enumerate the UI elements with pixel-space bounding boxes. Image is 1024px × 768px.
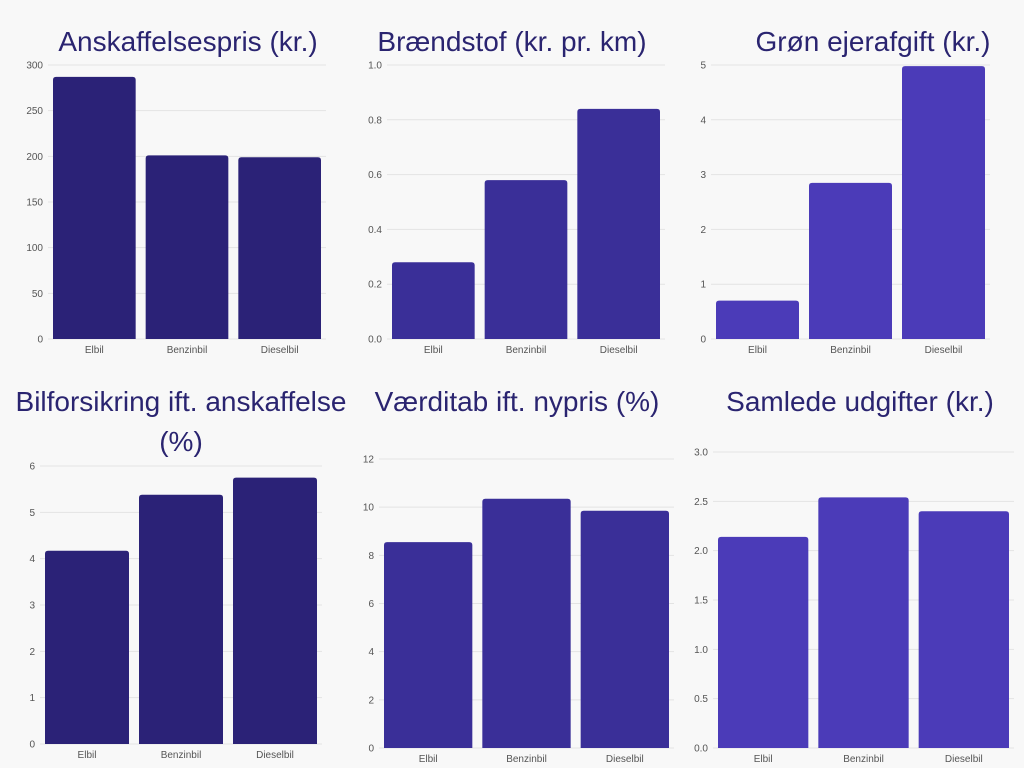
bar-dieselbil (580, 510, 669, 748)
y-tick-label: 6 (29, 462, 35, 473)
y-tick-label: 0 (37, 335, 43, 346)
bar-elbil (45, 550, 129, 744)
x-tick-label: Benzinbil (843, 754, 884, 765)
x-tick-label: Dieselbil (606, 754, 644, 765)
x-tick-label: Benzinbil (161, 750, 202, 761)
x-tick-label: Elbil (85, 345, 104, 356)
bar-dieselbil (577, 108, 660, 339)
y-tick-label: 0.5 (694, 694, 708, 705)
bar-dieselbil (233, 477, 317, 744)
y-tick-label: 1 (700, 280, 706, 291)
x-tick-label: Elbil (754, 754, 773, 765)
y-tick-label: 5 (700, 61, 706, 72)
x-tick-label: Dieselbil (261, 345, 299, 356)
bar-elbil (53, 76, 136, 339)
y-tick-label: 200 (26, 152, 43, 163)
y-tick-label: 1.0 (368, 61, 382, 72)
bar-elbil (718, 536, 809, 748)
bar-benzinbil (482, 498, 571, 748)
y-tick-label: 2 (700, 225, 706, 236)
x-tick-label: Dieselbil (256, 750, 294, 761)
y-tick-label: 10 (363, 503, 375, 514)
y-tick-label: 4 (29, 554, 35, 565)
x-tick-label: Elbil (424, 345, 443, 356)
y-tick-label: 0 (29, 740, 35, 751)
y-tick-label: 0.0 (368, 335, 382, 346)
y-tick-label: 2 (368, 695, 374, 706)
y-tick-label: 0.4 (368, 225, 382, 236)
x-tick-label: Benzinbil (506, 345, 547, 356)
y-tick-label: 100 (26, 243, 43, 254)
x-tick-label: Dieselbil (945, 754, 983, 765)
y-tick-label: 150 (26, 198, 43, 209)
y-tick-label: 4 (700, 115, 706, 126)
y-tick-label: 2.5 (694, 497, 708, 508)
chart-title-samlede-udgifter: Samlede udgifter (kr.) (726, 386, 994, 417)
bar-elbil (716, 300, 799, 339)
y-tick-label: 0.8 (368, 115, 382, 126)
x-tick-label: Benzinbil (167, 345, 208, 356)
chart-title-bilforsikring: Bilforsikring ift. anskaffelse (%) (15, 386, 347, 457)
x-tick-label: Elbil (748, 345, 767, 356)
x-tick-label: Dieselbil (600, 345, 638, 356)
y-tick-label: 4 (368, 647, 374, 658)
bar-benzinbil (818, 497, 909, 748)
y-tick-label: 1.5 (694, 596, 708, 607)
y-tick-label: 1 (29, 693, 35, 704)
x-tick-label: Benzinbil (506, 754, 547, 765)
y-tick-label: 3.0 (694, 448, 708, 459)
y-tick-label: 12 (363, 455, 375, 466)
x-tick-label: Elbil (78, 750, 97, 761)
y-tick-label: 0.2 (368, 280, 382, 291)
bar-dieselbil (238, 157, 321, 339)
y-tick-label: 5 (29, 508, 35, 519)
y-tick-label: 250 (26, 106, 43, 117)
y-tick-label: 3 (700, 170, 706, 181)
y-tick-label: 0 (700, 335, 706, 346)
x-tick-label: Benzinbil (830, 345, 871, 356)
y-tick-label: 2.0 (694, 546, 708, 557)
bar-benzinbil (145, 155, 229, 339)
y-tick-label: 3 (29, 601, 35, 612)
x-tick-label: Dieselbil (925, 345, 963, 356)
bar-elbil (392, 262, 475, 339)
y-tick-label: 0.6 (368, 170, 382, 181)
bar-benzinbil (809, 182, 892, 339)
bar-elbil (384, 542, 473, 748)
bar-dieselbil (918, 511, 1009, 748)
y-tick-label: 6 (368, 599, 374, 610)
bar-benzinbil (484, 180, 568, 339)
y-tick-label: 2 (29, 647, 35, 658)
chart-title-braendstof: Brændstof (kr. pr. km) (377, 26, 647, 57)
chart-title-anskaffelsespris: Anskaffelsespris (kr.) (58, 26, 318, 57)
y-tick-label: 50 (32, 289, 44, 300)
bar-dieselbil (902, 66, 985, 339)
chart-title-vaerditab: Værditab ift. nypris (%) (374, 386, 660, 417)
y-tick-label: 8 (368, 551, 374, 562)
y-tick-label: 300 (26, 61, 43, 72)
bar-benzinbil (139, 494, 223, 744)
chart-title-groen-ejerafgift: Grøn ejerafgift (kr.) (755, 26, 991, 57)
y-tick-label: 0.0 (694, 744, 708, 755)
x-tick-label: Elbil (419, 754, 438, 765)
y-tick-label: 1.0 (694, 645, 708, 656)
y-tick-label: 0 (368, 744, 374, 755)
